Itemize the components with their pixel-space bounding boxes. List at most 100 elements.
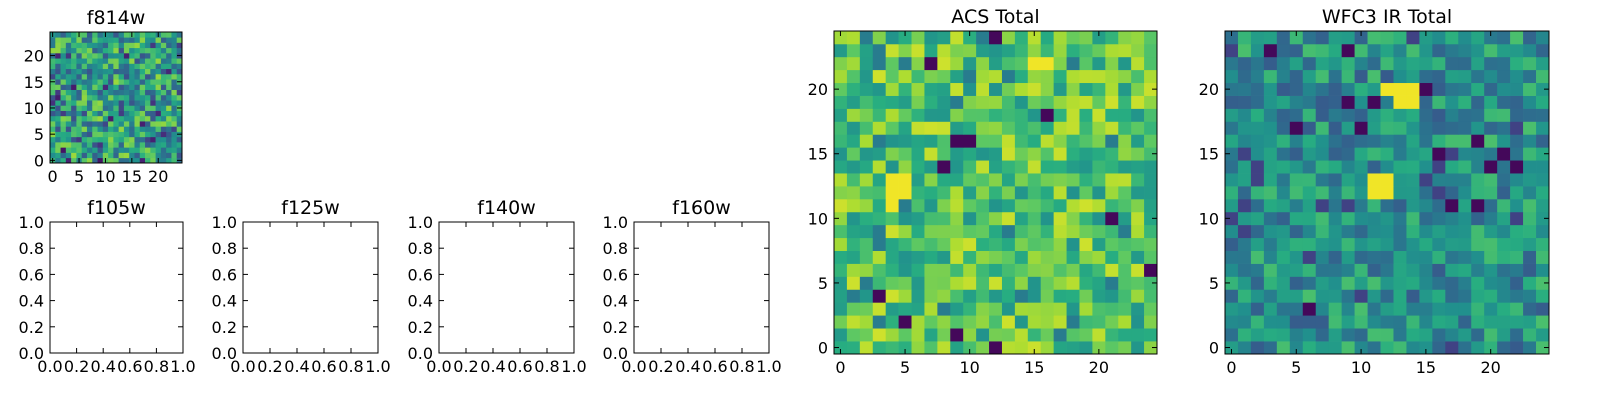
heatmap-cell [145,131,151,138]
heatmap-cell [1225,147,1239,161]
heatmap-cell [81,136,88,143]
heatmap-cell [1497,289,1511,303]
axes-frame [1224,30,1550,355]
axes-frame [49,221,184,354]
heatmap-cell [176,32,183,38]
heatmap-cell [1328,302,1342,316]
heatmap-cell [139,68,146,75]
heatmap-cell [1510,198,1524,213]
heatmap-cell [97,42,104,49]
heatmap-cell [1536,121,1550,135]
heatmap-cell [1328,289,1342,303]
heatmap-cell [60,47,67,54]
heatmap-cell [145,147,151,153]
heatmap-cell [1237,160,1252,174]
heatmap-cell [834,95,848,109]
heatmap-cell [924,160,938,174]
heatmap-cell [65,89,72,96]
y-tick-label: 0.6 [212,265,237,284]
heatmap-cell [50,47,56,54]
heatmap-cell [134,52,141,59]
heatmap-cell [1445,198,1459,213]
heatmap-cell [86,131,93,138]
heatmap-cell [1484,147,1498,161]
heatmap-cell [1040,95,1054,109]
heatmap-cell [911,147,925,161]
heatmap-cell [1523,147,1537,161]
heatmap-cell [139,52,146,59]
heatmap-cell [1536,302,1550,316]
heatmap-cell [86,58,93,64]
y-tick-label: 0.2 [408,318,433,337]
heatmap-cell [65,47,72,54]
heatmap-cell [911,224,925,239]
heatmap-cell [86,142,93,148]
heatmap-cell [1393,121,1407,135]
heatmap-cell [1471,121,1485,135]
heatmap-cell [846,289,861,303]
heatmap-cell [166,58,172,64]
heatmap-cell [1092,302,1106,316]
y-tick-label: 5 [34,125,44,144]
heatmap-cell [963,56,977,71]
heatmap-cell [1079,173,1093,187]
heatmap-cell [60,84,67,90]
heatmap-cell [963,95,977,109]
heatmap-cell [1406,341,1420,355]
heatmap-cell [102,63,109,70]
heatmap-cell [1510,263,1524,277]
heatmap-cell [65,110,72,117]
heatmap-cell [1144,211,1158,226]
heatmap-cell [60,94,67,101]
heatmap-cell [872,56,887,71]
heatmap-cell [1380,263,1394,277]
heatmap-cell [1053,289,1067,303]
heatmap-cell [1027,31,1042,45]
heatmap-cell [859,328,874,342]
heatmap-cell [150,42,156,49]
heatmap-cell [1484,341,1498,355]
heatmap-cell [1328,31,1342,45]
heatmap-cell [950,263,964,277]
heatmap-cell [81,84,88,90]
heatmap-cell [1445,237,1459,251]
heatmap-cell [898,289,912,303]
heatmap-cell [71,157,77,164]
heatmap-cell [976,121,990,135]
heatmap-cell [1289,211,1304,226]
heatmap-cell [1001,237,1016,251]
heatmap-cell [145,136,151,143]
heatmap-cell [1001,276,1016,290]
heatmap-cell [1237,31,1252,45]
heatmap-cell [846,31,861,45]
heatmap-cell [1289,108,1304,122]
heatmap-cell [65,142,72,148]
heatmap-cell [834,186,848,200]
heatmap-cell [859,237,874,251]
heatmap-cell [139,73,146,80]
heatmap-cell [1250,147,1265,161]
heatmap-cell [118,136,125,143]
heatmap-cell [1092,134,1106,148]
heatmap-cell [963,263,977,277]
heatmap-cell [145,63,151,70]
heatmap-cell [145,42,151,49]
heatmap-cell [1341,134,1355,148]
heatmap-cell [898,328,912,342]
heatmap-cell [1131,108,1145,122]
heatmap-cell [1263,31,1278,45]
heatmap-cell [1497,341,1511,355]
heatmap-cell [55,73,61,80]
heatmap-cell [1225,224,1239,239]
heatmap-cell [176,115,183,122]
heatmap-cell [1014,82,1029,96]
heatmap-cell [1237,224,1252,239]
heatmap-cell [963,276,977,290]
heatmap-cell [102,105,109,111]
heatmap-cell [139,79,146,85]
heatmap-cell [1432,134,1446,148]
heatmap-cell [1354,147,1368,161]
heatmap-cell [1027,328,1042,342]
heatmap-cell [113,89,119,96]
